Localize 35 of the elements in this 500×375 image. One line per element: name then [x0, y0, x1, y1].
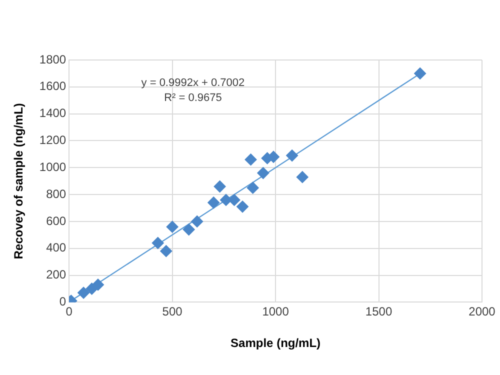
point: [92, 278, 104, 291]
point: [244, 154, 257, 166]
y-axis-title: Recovey of sample (ng/mL): [12, 103, 26, 260]
y-tick-label: 200: [46, 268, 66, 282]
point: [286, 150, 298, 162]
x-axis-title: Sample (ng/mL): [230, 336, 321, 350]
y-tick-label: 1800: [39, 52, 66, 66]
point: [191, 215, 204, 228]
point: [220, 194, 232, 206]
point: [78, 286, 90, 299]
y-tick-label: 400: [46, 240, 66, 255]
point: [152, 236, 164, 249]
point: [208, 196, 220, 209]
y-tick-label: 1000: [39, 160, 66, 174]
point: [166, 220, 178, 233]
y-tick-label: 1200: [39, 133, 66, 148]
y-tick-label: 600: [46, 214, 66, 228]
point: [296, 171, 308, 184]
x-tick-label: 500: [162, 304, 183, 319]
annotation: R² = 0.9675: [164, 92, 222, 104]
y-tick-label: 1400: [39, 106, 66, 120]
y-tick-label: 0: [59, 294, 66, 309]
point: [160, 245, 172, 258]
point: [414, 67, 426, 80]
point: [214, 180, 226, 192]
point: [257, 167, 270, 180]
annotation: y = 0.9992x + 0.7002: [141, 77, 245, 89]
y-tick-label: 1600: [39, 79, 66, 94]
point: [236, 200, 249, 213]
x-tick-label: 1000: [262, 304, 290, 319]
y-tick-label: 800: [46, 186, 66, 201]
x-tick-label: 1500: [365, 304, 392, 319]
point: [246, 182, 259, 194]
x-tick-label: 2000: [468, 304, 496, 319]
point: [182, 224, 195, 236]
